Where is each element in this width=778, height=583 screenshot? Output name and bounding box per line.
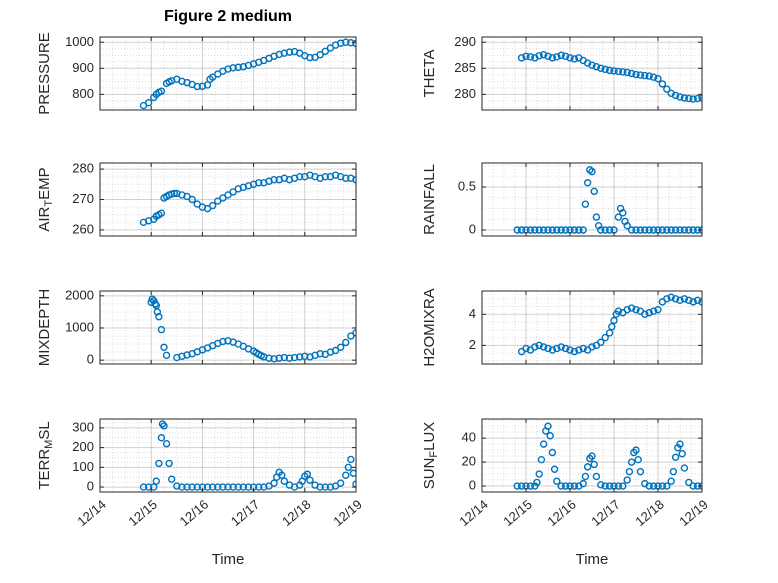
plot-canvas-airtemp (0, 126, 389, 272)
xlabel-time-left: Time (211, 551, 245, 568)
subplot-pressure (0, 0, 389, 146)
plot-canvas-pressure (0, 0, 389, 146)
plot-canvas-mixdepth (0, 254, 389, 400)
plot-canvas-sunflux (389, 382, 778, 583)
subplot-sunflux (389, 382, 778, 583)
plot-canvas-theta (389, 0, 778, 146)
subplot-h2omixra (389, 254, 778, 400)
plot-canvas-terrmsl (0, 382, 389, 583)
subplot-mixdepth (0, 254, 389, 400)
subplot-terrmsl (0, 382, 389, 583)
plot-canvas-rainfall (389, 126, 778, 272)
subplot-theta (389, 0, 778, 146)
xlabel-time-right: Time (575, 551, 609, 568)
plot-canvas-h2omixra (389, 254, 778, 400)
subplot-rainfall (389, 126, 778, 272)
subplot-airtemp (0, 126, 389, 272)
